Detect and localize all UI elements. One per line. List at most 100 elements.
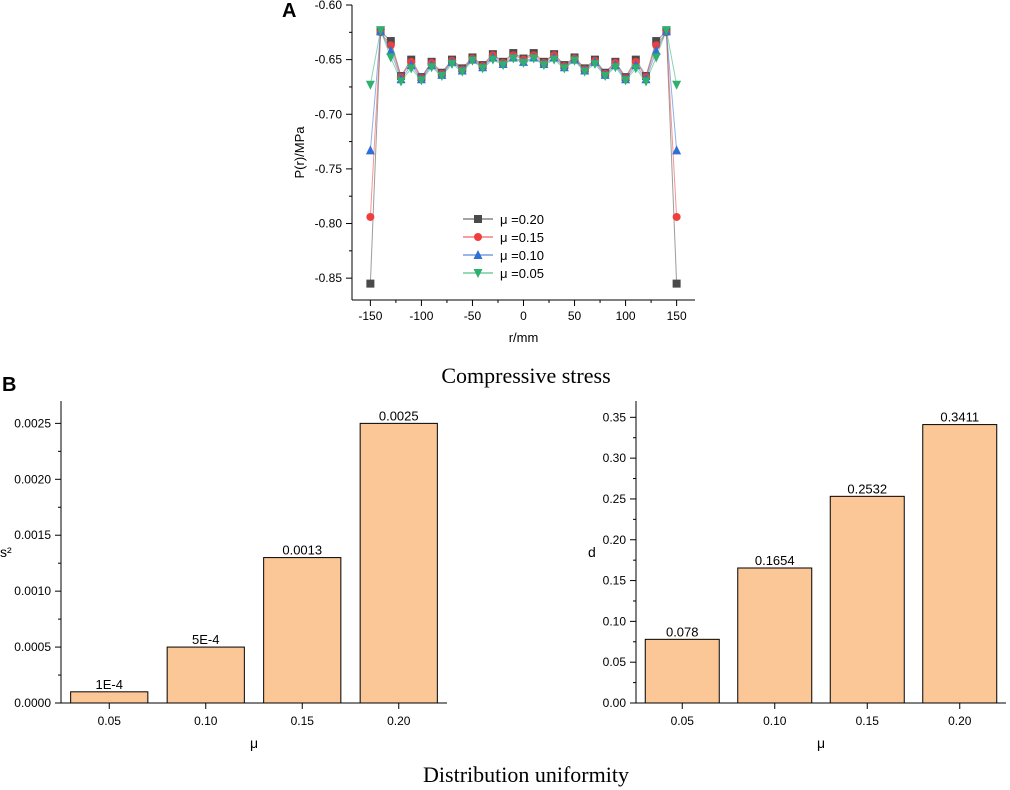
data-point-s3: [631, 64, 641, 74]
data-point-s3: [376, 26, 386, 36]
bar-value-label: 0.078: [666, 624, 699, 639]
caption-distribution-uniformity: Distribution uniformity: [423, 762, 629, 787]
x-tick-label: 100: [616, 309, 636, 323]
x-axis-label: μ: [817, 735, 825, 751]
x-tick-label: 0.05: [98, 714, 122, 728]
y-axis-label: d: [588, 544, 596, 560]
data-point-s3: [386, 53, 396, 63]
y-tick-label: 0.10: [603, 614, 627, 628]
y-tick-label: 0.30: [603, 451, 627, 465]
legend-label: μ =0.15: [500, 230, 544, 245]
bar-value-label: 0.0013: [282, 543, 322, 558]
bar-value-label: 0.3411: [940, 410, 979, 425]
data-point-s3: [519, 58, 528, 68]
chart-deviation-d: 0.00 0.05 0.10 0.15 0.20 0.25 0.30 0.35 0.078 0.0…: [588, 401, 1006, 751]
y-tick-label: 0.25: [603, 492, 627, 506]
data-point-s3: [498, 61, 508, 71]
bar-0.20: [359, 422, 438, 704]
data-point-s0: [672, 279, 681, 288]
x-tick-label: -100: [409, 309, 433, 323]
data-point-s3: [661, 26, 671, 36]
data-point-s3: [549, 55, 559, 65]
bar-0.10: [166, 646, 245, 704]
legend-marker-1: [474, 233, 482, 241]
bar-0.05: [70, 691, 149, 704]
y-tick-label: 0.15: [603, 574, 627, 588]
x-tick-label: 0.15: [856, 714, 880, 728]
bar-value-label: 1E-4: [96, 677, 123, 692]
y-tick-label: 0.20: [603, 533, 627, 547]
y-tick-label: 0.0025: [14, 416, 51, 430]
data-point-s3: [529, 54, 539, 64]
y-tick-label: -0.70: [315, 107, 343, 121]
y-tick-label: 0.35: [603, 410, 627, 424]
chart-variance-s2: 0.0000 0.0005 0.0010 0.0015 0.0020 0.0025 1E-4…: [0, 401, 447, 751]
x-tick-label: 0.10: [763, 714, 787, 728]
bar-0.20: [922, 424, 998, 704]
data-point-s0: [652, 37, 661, 46]
x-axis-label: μ: [250, 735, 258, 751]
y-tick-label: -0.80: [315, 217, 343, 231]
legend-marker-3: [473, 269, 483, 278]
x-tick-label: 50: [568, 309, 582, 323]
data-point-s0: [386, 37, 395, 46]
y-tick-label: 0.0010: [14, 584, 51, 598]
data-point-s3: [539, 61, 549, 71]
bar-0.05: [644, 638, 720, 704]
data-point-s3: [416, 76, 426, 86]
data-point-s3: [621, 76, 631, 86]
data-point-s3: [590, 60, 600, 69]
data-point-s3: [651, 53, 661, 63]
data-point-s2: [365, 145, 375, 155]
y-tick-label: -0.85: [315, 271, 343, 285]
panel-a-label: A: [282, 0, 296, 22]
y-tick-label: 0.0005: [14, 640, 51, 654]
x-tick-label: 0.10: [194, 714, 218, 728]
y-tick-label: 0.0015: [14, 528, 51, 542]
x-axis-label: r/mm: [509, 330, 539, 345]
data-point-s3: [437, 72, 447, 82]
x-tick-label: -150: [358, 309, 382, 323]
x-tick-label: 0: [520, 309, 527, 323]
data-point-s3: [580, 67, 590, 77]
bar-value-label: 0.1654: [755, 553, 795, 568]
data-point-s3: [457, 67, 467, 77]
bar-0.10: [737, 567, 813, 704]
y-tick-label: 0.0020: [14, 472, 51, 486]
data-point-s3: [447, 60, 457, 69]
legend-label: μ =0.05: [500, 266, 544, 281]
data-point-s3: [508, 54, 518, 64]
data-point-s3: [478, 64, 488, 74]
data-point-s3: [467, 56, 477, 66]
legend-label: μ =0.10: [500, 248, 544, 263]
data-point-s3: [610, 63, 620, 73]
y-tick-label: -0.75: [315, 162, 343, 176]
data-point-s3: [672, 80, 682, 90]
data-point-s2: [672, 145, 682, 155]
x-tick-label: 150: [667, 309, 687, 323]
data-point-s1: [672, 212, 681, 221]
data-point-s0: [366, 279, 375, 288]
data-point-s3: [365, 80, 375, 90]
bar-value-label: 0.0025: [379, 408, 419, 423]
panel-b-label: B: [2, 374, 16, 396]
x-tick-label: 0.15: [291, 714, 315, 728]
x-tick-label: 0.20: [948, 714, 972, 728]
data-point-s3: [488, 55, 498, 65]
y-tick-label: -0.60: [315, 0, 343, 12]
bar-value-label: 5E-4: [192, 632, 219, 647]
data-point-s3: [559, 64, 569, 74]
y-axis-label: s²: [0, 544, 12, 560]
y-axis-label: P(r)/MPa: [292, 126, 307, 179]
data-point-s3: [641, 77, 651, 87]
series-line-2: [369, 29, 678, 151]
data-point-s3: [600, 72, 610, 82]
bar-0.15: [829, 495, 905, 704]
bar-value-label: 0.2532: [847, 481, 887, 496]
x-tick-label: 0.20: [387, 714, 411, 728]
data-point-s1: [366, 212, 375, 221]
x-tick-label: 0.05: [671, 714, 695, 728]
y-tick-label: 0.05: [603, 655, 627, 669]
